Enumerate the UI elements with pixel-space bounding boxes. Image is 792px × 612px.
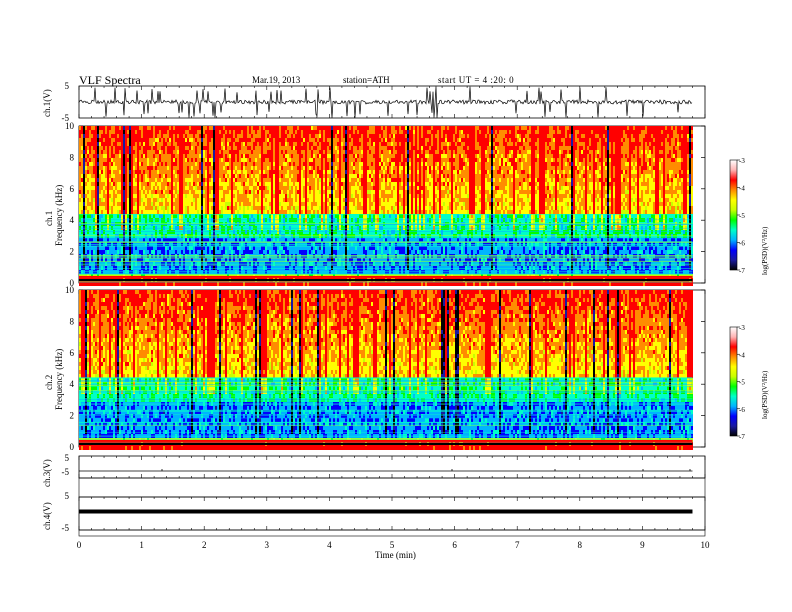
colorbar2-label: log(PSD)(V²/Hz) <box>760 371 770 419</box>
ch2-spec-ytick-4: 4 <box>70 379 75 389</box>
ch1-ylabel: ch.1(V) <box>42 89 52 117</box>
colorbar2-tick-m3: -3 <box>739 324 745 332</box>
colorbar2-bar <box>730 327 737 436</box>
ch1-spec-ytick-10: 10 <box>65 121 75 131</box>
xtick-6: 6 <box>452 540 457 550</box>
ch1-ytick-top: 5 <box>65 81 70 91</box>
colorbar1-tick-m7: -7 <box>739 267 745 275</box>
xtick-7: 7 <box>515 540 520 550</box>
ch1-spec-ytick-6: 6 <box>70 184 75 194</box>
spectrogram-2 <box>79 290 693 450</box>
colorbar2-tick-m6: -6 <box>739 406 745 414</box>
xtick-10: 10 <box>701 540 711 550</box>
ch3-ytick-bottom: -5 <box>62 467 70 477</box>
ch1-spec-ylabel-frequency: Frequency (kHz) <box>54 185 64 246</box>
ch2-spec-ytick-6: 6 <box>70 348 75 358</box>
ch4-trace <box>79 510 692 514</box>
colorbar2-tick-m5: -5 <box>739 379 745 387</box>
xtick-0: 0 <box>77 540 82 550</box>
ch2-spec-ytick-10: 10 <box>65 285 75 295</box>
ch3-ytick-top: 5 <box>65 453 70 463</box>
ch4-ytick-bottom: -5 <box>62 523 70 533</box>
colorbar1-tick-m5: -5 <box>739 212 745 220</box>
ch1-spec-ytick-8: 8 <box>70 152 75 162</box>
ch1-trace <box>79 87 692 118</box>
ch1-spec-ylabel-channel: ch.1 <box>44 211 54 226</box>
colorbar2-tick-m4: -4 <box>739 351 745 359</box>
colorbar1-tick-m3: -3 <box>739 157 745 165</box>
colorbar1-tick-m4: -4 <box>739 185 745 193</box>
ch1-spec-ytick-2: 2 <box>70 247 75 257</box>
colorbar2-tick-m7: -7 <box>739 433 745 441</box>
ch3-ylabel: ch.3(V) <box>42 459 52 487</box>
xtick-2: 2 <box>202 540 207 550</box>
ch2-spec-ylabel-frequency: Frequency (kHz) <box>54 349 64 410</box>
ch1-spec-ytick-4: 4 <box>70 215 75 225</box>
ch4-ytick-top: 5 <box>65 491 70 501</box>
xtick-4: 4 <box>327 540 332 550</box>
xtick-9: 9 <box>640 540 645 550</box>
xtick-3: 3 <box>265 540 270 550</box>
colorbar1-bar <box>730 160 737 270</box>
xtick-5: 5 <box>390 540 395 550</box>
ch2-spec-ylabel-channel: ch.2 <box>44 375 54 390</box>
colorbar1-label: log(PSD)(V²/Hz) <box>760 227 770 275</box>
colorbar1-tick-m6: -6 <box>739 240 745 248</box>
x-axis-label: Time (min) <box>375 550 416 560</box>
ch4-ylabel: ch.4(V) <box>42 502 52 530</box>
spectrogram-1 <box>79 126 693 286</box>
ch2-spec-ytick-2: 2 <box>70 411 75 421</box>
ch2-spec-ytick-8: 8 <box>70 316 75 326</box>
ch2-spec-ytick-0: 0 <box>70 442 75 452</box>
xtick-1: 1 <box>139 540 144 550</box>
xtick-8: 8 <box>578 540 583 550</box>
